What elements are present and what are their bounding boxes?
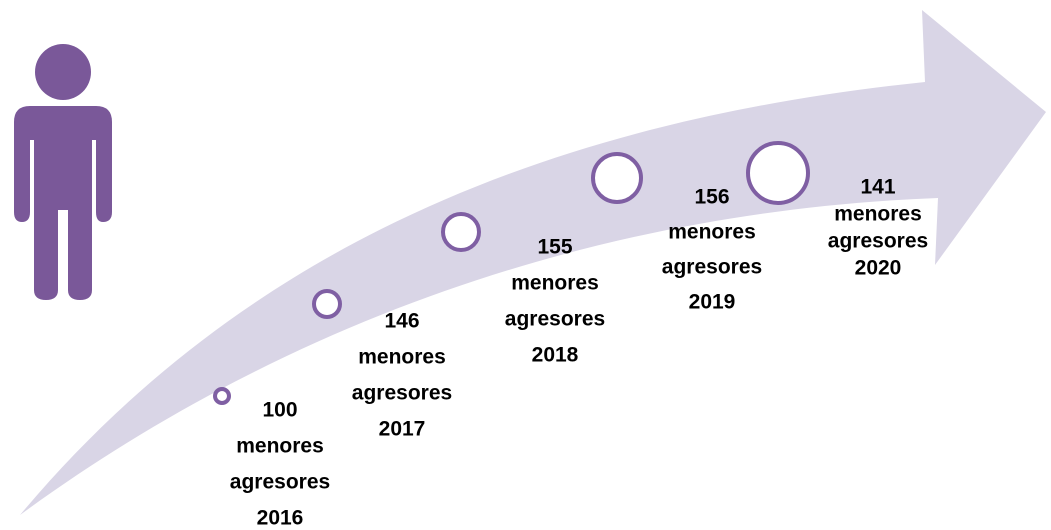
step-label: 100 bbox=[262, 399, 297, 422]
step-label: 2016 bbox=[257, 507, 304, 530]
step-label: menores bbox=[236, 435, 324, 458]
step-circle bbox=[591, 152, 643, 204]
person-icon bbox=[14, 44, 112, 300]
step-label: 146 bbox=[384, 310, 419, 333]
step-label: agresores bbox=[828, 230, 928, 253]
step-label: menores bbox=[511, 272, 599, 295]
step-label: 156 bbox=[694, 186, 729, 209]
step-label: agresores bbox=[505, 308, 605, 331]
step-label: menores bbox=[834, 203, 922, 226]
step-label: agresores bbox=[230, 471, 330, 494]
step-label: 2020 bbox=[855, 257, 902, 280]
step-label: agresores bbox=[662, 256, 762, 279]
step-label: 2019 bbox=[689, 291, 736, 314]
step-label: menores bbox=[668, 221, 756, 244]
step-circle bbox=[312, 289, 342, 319]
step-label: menores bbox=[358, 346, 446, 369]
step-label: agresores bbox=[352, 382, 452, 405]
step-circle bbox=[746, 141, 810, 205]
step-circle bbox=[441, 212, 481, 252]
curved-arrow bbox=[20, 10, 1046, 515]
step-label: 141 bbox=[860, 176, 895, 199]
steps: 100 menores agresores 2016 146 menores agresor… bbox=[213, 141, 928, 530]
step-label: 2017 bbox=[379, 418, 426, 441]
step-label: 2018 bbox=[532, 344, 579, 367]
step-circle bbox=[213, 387, 231, 405]
step-label: 155 bbox=[537, 236, 572, 259]
